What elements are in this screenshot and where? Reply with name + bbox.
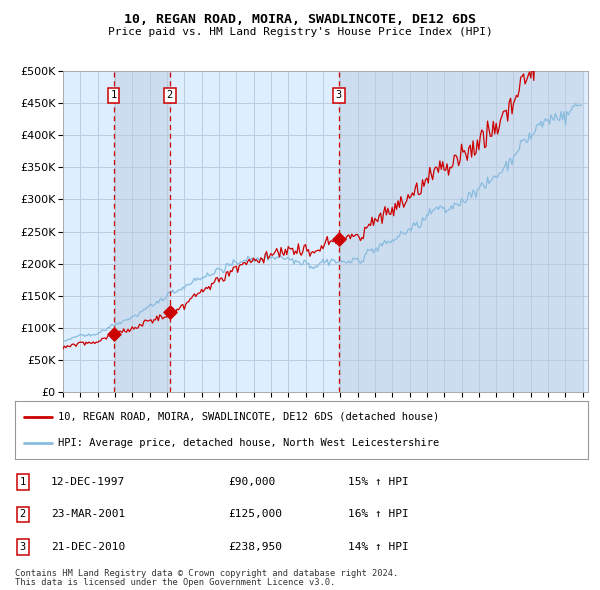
Point (109, 330, 118, 339)
Text: 21-DEC-2010: 21-DEC-2010 (51, 542, 125, 552)
Bar (113, 71, 170, 392)
Point (334, 234, 344, 244)
Text: 2: 2 (167, 90, 173, 100)
Text: £90,000: £90,000 (228, 477, 275, 487)
Point (165, 307, 175, 317)
Text: 10, REGAN ROAD, MOIRA, SWADLINCOTE, DE12 6DS: 10, REGAN ROAD, MOIRA, SWADLINCOTE, DE12… (124, 13, 476, 26)
Text: 16% ↑ HPI: 16% ↑ HPI (348, 510, 409, 519)
Bar (339, 71, 583, 392)
Text: 1: 1 (20, 477, 26, 487)
Text: 1: 1 (110, 90, 116, 100)
Text: This data is licensed under the Open Government Licence v3.0.: This data is licensed under the Open Gov… (15, 578, 335, 588)
Text: 2: 2 (20, 510, 26, 519)
Text: HPI: Average price, detached house, North West Leicestershire: HPI: Average price, detached house, Nort… (58, 438, 439, 448)
Text: £125,000: £125,000 (228, 510, 282, 519)
Text: 3: 3 (335, 90, 342, 100)
Text: 10, REGAN ROAD, MOIRA, SWADLINCOTE, DE12 6DS (detached house): 10, REGAN ROAD, MOIRA, SWADLINCOTE, DE12… (58, 412, 439, 422)
Text: 12-DEC-1997: 12-DEC-1997 (51, 477, 125, 487)
Text: £238,950: £238,950 (228, 542, 282, 552)
Text: 23-MAR-2001: 23-MAR-2001 (51, 510, 125, 519)
Text: 14% ↑ HPI: 14% ↑ HPI (348, 542, 409, 552)
Text: 3: 3 (20, 542, 26, 552)
Text: Price paid vs. HM Land Registry's House Price Index (HPI): Price paid vs. HM Land Registry's House … (107, 27, 493, 37)
Text: 15% ↑ HPI: 15% ↑ HPI (348, 477, 409, 487)
Text: Contains HM Land Registry data © Crown copyright and database right 2024.: Contains HM Land Registry data © Crown c… (15, 569, 398, 578)
